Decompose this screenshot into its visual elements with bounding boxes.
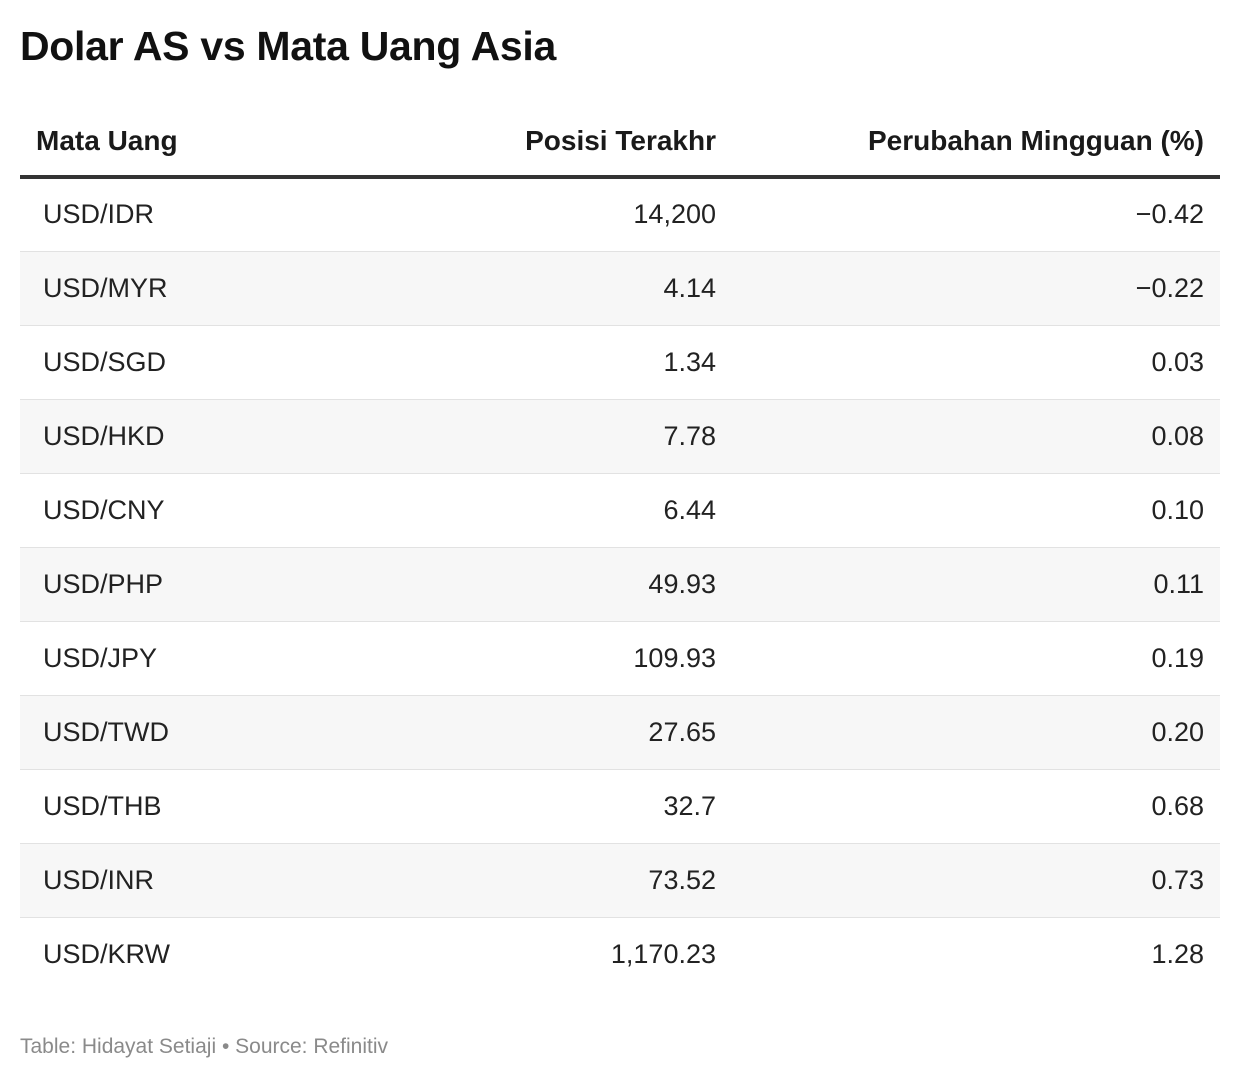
cell-weekly-change: 0.20 [716, 695, 1220, 770]
cell-currency: USD/IDR [20, 177, 400, 252]
table-row: USD/TWD 27.65 0.20 [20, 695, 1220, 770]
cell-last-position: 14,200 [400, 177, 716, 252]
cell-weekly-change: −0.42 [716, 177, 1220, 252]
cell-currency: USD/JPY [20, 621, 400, 696]
cell-weekly-change: −0.22 [716, 251, 1220, 326]
currency-table-container: Mata Uang Posisi Terakhr Perubahan Mingg… [20, 107, 1220, 991]
table-row: USD/CNY 6.44 0.10 [20, 473, 1220, 548]
table-row: USD/JPY 109.93 0.19 [20, 621, 1220, 696]
cell-last-position: 32.7 [400, 769, 716, 844]
cell-last-position: 6.44 [400, 473, 716, 548]
cell-currency: USD/HKD [20, 399, 400, 474]
header-row: Mata Uang Posisi Terakhr Perubahan Mingg… [20, 107, 1220, 179]
column-header-last-position: Posisi Terakhr [400, 107, 716, 179]
cell-weekly-change: 0.08 [716, 399, 1220, 474]
cell-currency: USD/INR [20, 843, 400, 918]
cell-weekly-change: 0.10 [716, 473, 1220, 548]
cell-last-position: 27.65 [400, 695, 716, 770]
table-body: USD/IDR 14,200 −0.42 USD/MYR 4.14 −0.22 USD/SG… [20, 177, 1220, 991]
cell-last-position: 7.78 [400, 399, 716, 474]
cell-weekly-change: 0.11 [716, 547, 1220, 622]
table-row: USD/IDR 14,200 −0.42 [20, 177, 1220, 252]
cell-currency: USD/TWD [20, 695, 400, 770]
column-header-weekly-change: Perubahan Mingguan (%) [716, 107, 1220, 179]
table-row: USD/MYR 4.14 −0.22 [20, 251, 1220, 326]
cell-last-position: 49.93 [400, 547, 716, 622]
chart-title: Dolar AS vs Mata Uang Asia [20, 23, 556, 69]
currency-table: Mata Uang Posisi Terakhr Perubahan Mingg… [20, 107, 1220, 991]
cell-currency: USD/THB [20, 769, 400, 844]
cell-last-position: 1.34 [400, 325, 716, 400]
cell-currency: USD/CNY [20, 473, 400, 548]
cell-last-position: 1,170.23 [610, 938, 716, 969]
cell-last-position: 4.14 [400, 251, 716, 326]
table-row: USD/HKD 7.78 0.08 [20, 399, 1220, 474]
table-row: USD/SGD 1.34 0.03 [20, 325, 1220, 400]
table-row: USD/KRW 1,170.23 1.28 [20, 917, 1220, 991]
table-row: USD/THB 32.7 0.68 [20, 769, 1220, 844]
cell-last-position: 109.93 [400, 621, 716, 696]
table-footer-credits: Table: Hidayat Setiaji • Source: Refinit… [20, 1035, 389, 1058]
table-row: USD/INR 73.52 0.73 [20, 843, 1220, 918]
cell-currency: USD/KRW [43, 938, 171, 969]
table-row: USD/PHP 49.93 0.11 [20, 547, 1220, 622]
column-header-currency: Mata Uang [20, 107, 400, 179]
cell-weekly-change: 0.03 [716, 325, 1220, 400]
cell-weekly-change: 0.68 [716, 769, 1220, 844]
cell-currency: USD/MYR [20, 251, 400, 326]
cell-last-position: 73.52 [400, 843, 716, 918]
cell-weekly-change: 0.19 [716, 621, 1220, 696]
cell-weekly-change: 1.28 [1151, 938, 1204, 969]
cell-currency: USD/SGD [20, 325, 400, 400]
cell-currency: USD/PHP [20, 547, 400, 622]
cell-weekly-change: 0.73 [716, 843, 1220, 918]
table-header: Mata Uang Posisi Terakhr Perubahan Mingg… [20, 107, 1220, 179]
